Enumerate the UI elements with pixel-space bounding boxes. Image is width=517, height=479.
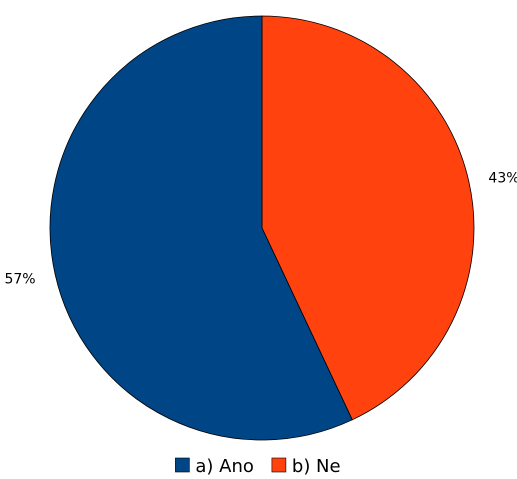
legend-label-ano: a) Ano bbox=[195, 456, 254, 477]
legend-label-ne: b) Ne bbox=[292, 456, 341, 477]
pie-slices bbox=[49, 15, 475, 441]
legend: a) Ano b) Ne bbox=[175, 456, 341, 477]
legend-swatch-ano bbox=[175, 457, 190, 473]
pie-value-labels: 43% 57% bbox=[4, 170, 517, 287]
legend-swatch-ne bbox=[271, 457, 287, 473]
value-label-ne: 43% bbox=[488, 170, 517, 186]
pie-slice-ano bbox=[49, 15, 353, 441]
value-label-ano: 57% bbox=[4, 272, 35, 288]
pie-slice-ne bbox=[261, 15, 475, 421]
